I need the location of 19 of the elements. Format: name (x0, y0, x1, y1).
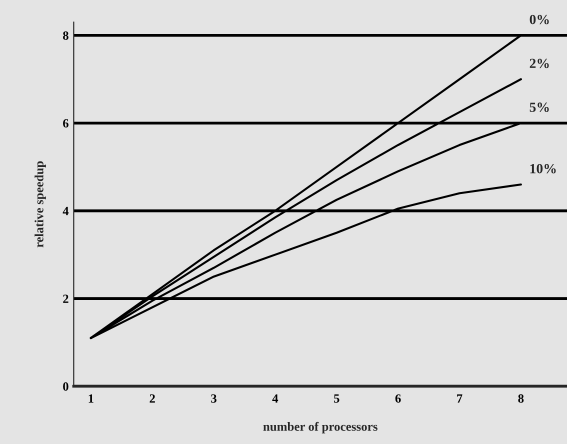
x-tick-label: 3 (211, 394, 216, 403)
x-tick-label: 4 (272, 394, 278, 403)
series-label: 2% (530, 58, 549, 68)
series-label: 0% (530, 14, 549, 24)
y-axis-title: relative speedup (34, 161, 46, 248)
y-tick-label: 4 (62, 206, 69, 216)
x-tick-label: 1 (88, 394, 94, 403)
x-tick-label: 7 (457, 394, 462, 403)
x-tick-label: 5 (334, 394, 340, 403)
series-label: 5% (530, 102, 549, 112)
y-tick-label: 6 (63, 119, 68, 128)
x-tick-label: 2 (150, 394, 155, 403)
series-label: 10% (530, 164, 556, 174)
y-tick-label: 2 (63, 294, 68, 303)
y-tick-label: 0 (63, 382, 68, 391)
x-tick-label: 6 (395, 394, 401, 403)
x-tick-label: 8 (518, 394, 524, 403)
y-tick-label: 8 (63, 31, 68, 40)
x-axis-title: number of processors (263, 422, 378, 434)
